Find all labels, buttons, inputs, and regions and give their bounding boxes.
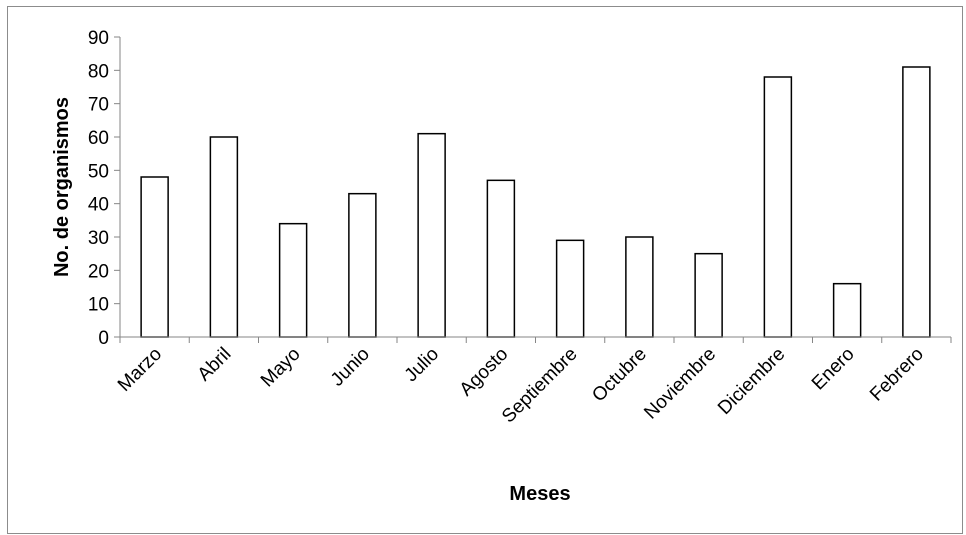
- x-tick-label: Mayo: [257, 344, 305, 392]
- y-tick-label: 50: [88, 161, 109, 182]
- bar-junio: [348, 192, 377, 338]
- y-axis-title: No. de organismos: [51, 97, 73, 277]
- bar-julio: [417, 132, 446, 338]
- y-tick-label: 0: [98, 328, 109, 349]
- x-tick-label: Agosto: [456, 344, 513, 401]
- x-axis-ticks: Marzo Abril Mayo Junio Julio AgostoSeptiembre…: [114, 337, 952, 428]
- x-tick-label: Junio: [327, 344, 374, 391]
- x-tick-label: Octubre: [588, 344, 651, 407]
- x-tick-label: Marzo: [114, 344, 166, 396]
- y-tick-label: 40: [88, 195, 109, 216]
- y-tick-label: 70: [88, 95, 109, 116]
- chart-frame: [7, 6, 963, 534]
- y-tick-label: 80: [88, 61, 109, 82]
- bar-abril: [209, 136, 239, 338]
- bar-diciembre: [763, 76, 793, 338]
- x-tick-label: Julio: [401, 344, 443, 386]
- bar-septiembre: [555, 239, 585, 338]
- y-axis-ticks: 0 10 20 30 40 50 60 70 80 90: [88, 28, 120, 349]
- bar-marzo: [140, 176, 169, 338]
- bar-noviembre: [694, 252, 723, 338]
- bars: [140, 66, 931, 338]
- x-tick-label: Diciembre: [714, 344, 789, 419]
- x-tick-label: Abril: [194, 344, 236, 386]
- y-tick-label: 20: [88, 261, 109, 282]
- bar-octubre: [625, 236, 654, 338]
- bar-mayo: [278, 222, 308, 338]
- bar-febrero: [902, 66, 931, 338]
- y-tick-label: 90: [88, 28, 109, 49]
- x-axis-title: Meses: [509, 483, 570, 505]
- bar-agosto: [486, 179, 516, 338]
- y-tick-label: 60: [88, 128, 109, 149]
- y-tick-label: 10: [88, 295, 109, 316]
- x-tick-label: Febrero: [866, 344, 928, 406]
- x-tick-label: Septiembre: [498, 344, 582, 428]
- x-tick-label: Noviembre: [640, 344, 720, 424]
- bar-enero: [832, 282, 862, 338]
- x-tick-label: Enero: [808, 344, 859, 395]
- y-tick-label: 30: [88, 228, 109, 249]
